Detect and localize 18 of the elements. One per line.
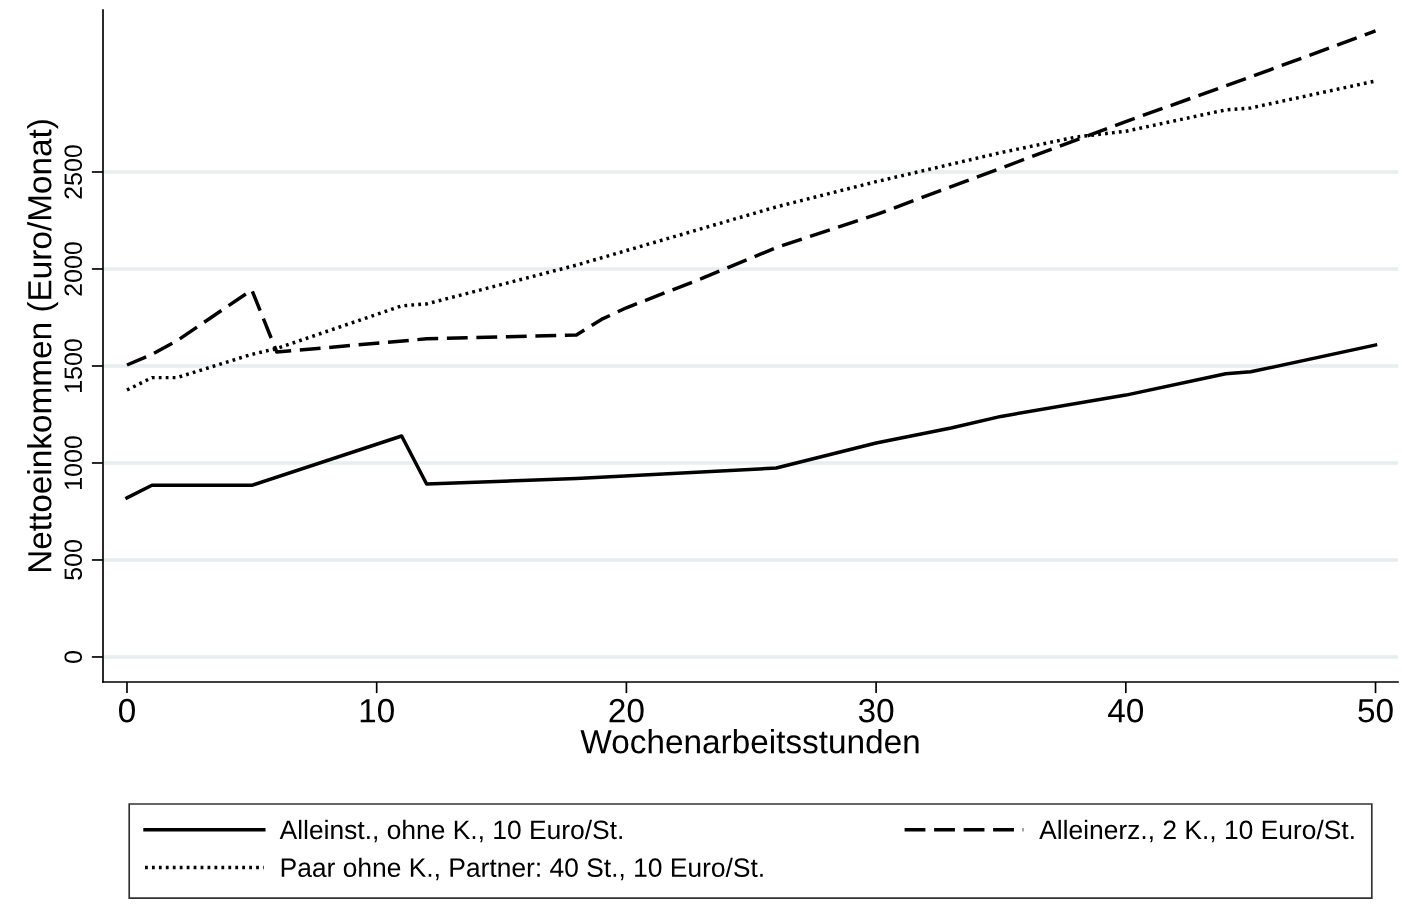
- legend-label: Alleinst., ohne K., 10 Euro/St.: [279, 819, 622, 843]
- y-tick-label: 2500: [64, 145, 83, 199]
- y-tick-label: 500: [64, 540, 83, 580]
- legend-label: Paar ohne K., Partner: 40 St., 10 Euro/St.: [281, 857, 763, 881]
- y-tick-label: 1500: [64, 339, 83, 392]
- x-tick-label: 10: [360, 698, 394, 723]
- y-axis-title: Nettoeinkommen (Euro/Monat): [27, 120, 59, 572]
- y-tick-label: 2000: [64, 242, 83, 296]
- x-tick-label: 0: [119, 698, 135, 723]
- legend-label: Alleinerz., 2 K., 10 Euro/St.: [1039, 819, 1354, 843]
- y-tick-label: 1000: [64, 436, 83, 489]
- x-tick-label: 50: [1358, 698, 1393, 723]
- x-tick-label: 30: [858, 698, 894, 723]
- y-tick-label: 0: [64, 651, 83, 663]
- x-axis-title: Wochenarbeitsstunden: [580, 729, 919, 754]
- line-series: [125, 343, 1378, 500]
- x-tick-label: 40: [1108, 698, 1144, 723]
- x-tick-label: 20: [609, 698, 644, 723]
